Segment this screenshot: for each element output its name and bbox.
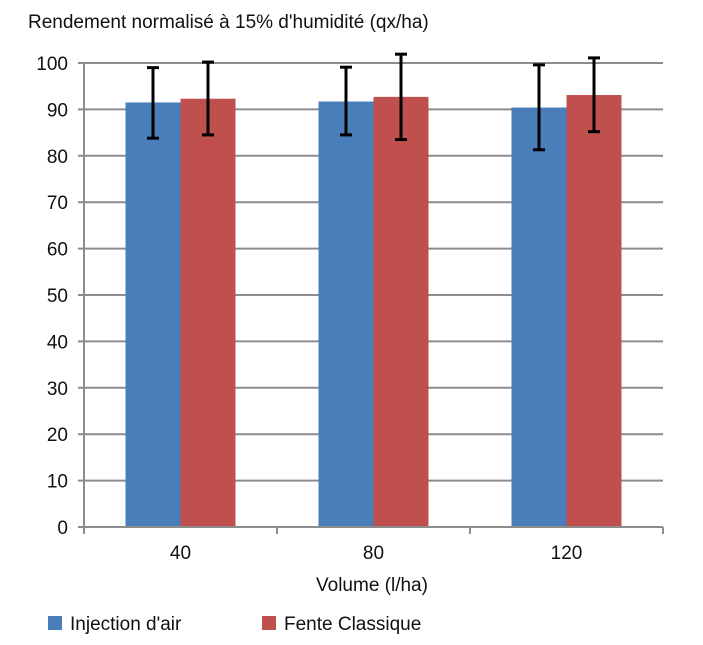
bar <box>125 102 181 527</box>
y-tick-label: 0 <box>57 518 68 539</box>
legend-swatch <box>48 616 62 630</box>
x-axis-label: Volume (l/ha) <box>316 575 428 596</box>
y-tick-label: 60 <box>47 240 68 261</box>
bar <box>511 107 567 527</box>
y-tick-label: 30 <box>47 379 68 400</box>
y-tick-label: 40 <box>47 332 68 353</box>
y-tick-label: 10 <box>47 472 68 493</box>
bar <box>373 96 429 527</box>
bar <box>318 101 374 528</box>
y-tick-label: 100 <box>36 54 68 75</box>
x-tick-label: 40 <box>170 543 191 564</box>
y-tick-label: 50 <box>47 286 68 307</box>
legend-label: Injection d'air <box>70 614 182 635</box>
bar <box>180 98 236 527</box>
y-tick-label: 90 <box>47 100 68 121</box>
bar <box>566 95 622 528</box>
legend-swatch <box>262 616 276 630</box>
chart-title: Rendement normalisé à 15% d'humidité (qx… <box>28 12 429 33</box>
y-tick-label: 20 <box>47 425 68 446</box>
y-tick-label: 70 <box>47 193 68 214</box>
y-tick-label: 80 <box>47 147 68 168</box>
x-tick-label: 120 <box>551 543 583 564</box>
legend: Injection d'air Fente Classique <box>48 614 421 635</box>
legend-label: Fente Classique <box>284 614 421 635</box>
axes <box>78 62 664 534</box>
bars <box>125 95 622 528</box>
tick-labels: 0 10 20 30 40 50 60 70 80 90 100 40 80 120 <box>36 54 582 564</box>
error-bars <box>147 52 600 152</box>
x-tick-label: 80 <box>363 543 384 564</box>
